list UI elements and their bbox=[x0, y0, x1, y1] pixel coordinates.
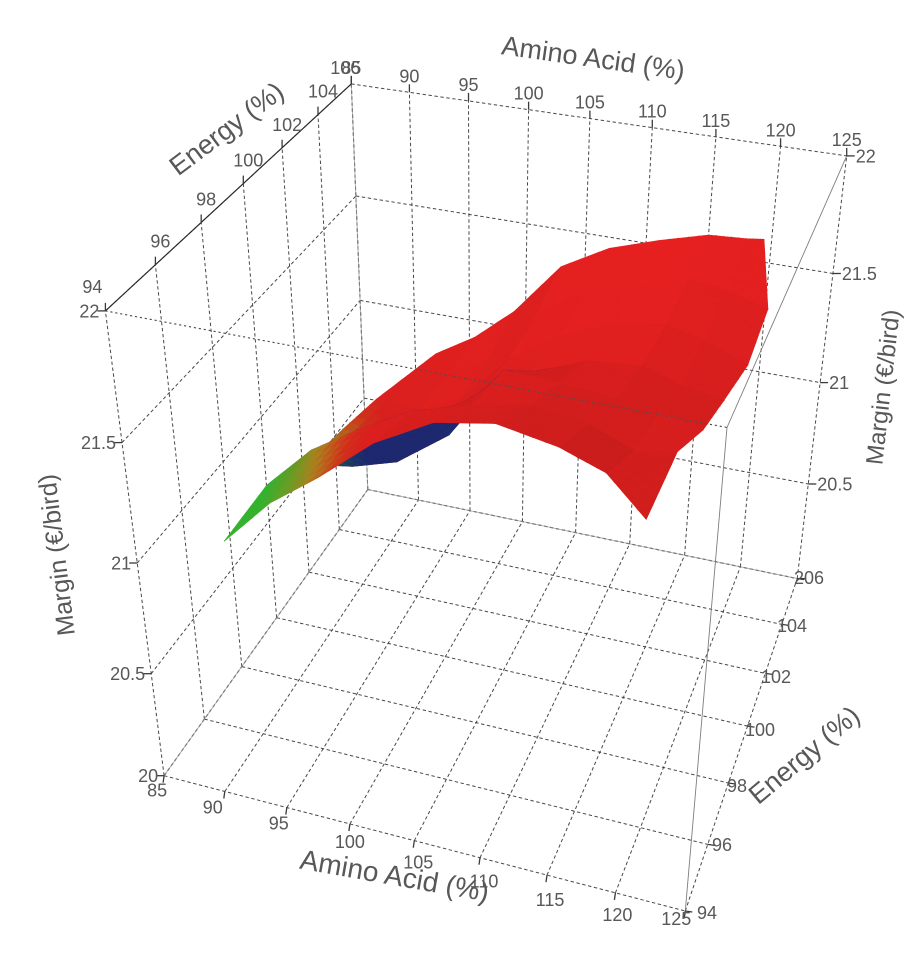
svg-text:100: 100 bbox=[745, 720, 775, 740]
svg-text:20.5: 20.5 bbox=[110, 664, 145, 684]
svg-text:100: 100 bbox=[233, 151, 263, 171]
svg-text:95: 95 bbox=[269, 814, 289, 834]
svg-text:104: 104 bbox=[308, 82, 338, 102]
svg-text:115: 115 bbox=[536, 890, 565, 910]
svg-text:22: 22 bbox=[79, 301, 99, 321]
svg-text:22: 22 bbox=[856, 146, 876, 166]
svg-text:206: 206 bbox=[794, 568, 824, 588]
svg-text:125: 125 bbox=[832, 130, 862, 150]
svg-text:98: 98 bbox=[727, 776, 747, 796]
svg-text:110: 110 bbox=[470, 872, 499, 892]
svg-text:102: 102 bbox=[761, 667, 791, 687]
svg-text:21: 21 bbox=[829, 373, 849, 393]
svg-text:110: 110 bbox=[638, 102, 667, 122]
svg-text:105: 105 bbox=[575, 93, 605, 113]
svg-text:85: 85 bbox=[341, 58, 361, 78]
svg-text:21.5: 21.5 bbox=[842, 264, 877, 284]
svg-text:20.5: 20.5 bbox=[817, 475, 852, 495]
svg-text:98: 98 bbox=[196, 190, 216, 210]
svg-text:20: 20 bbox=[138, 766, 158, 786]
svg-text:96: 96 bbox=[712, 835, 732, 855]
svg-text:96: 96 bbox=[150, 232, 170, 252]
svg-text:94: 94 bbox=[697, 903, 717, 923]
svg-text:21.5: 21.5 bbox=[81, 433, 116, 453]
svg-text:95: 95 bbox=[458, 75, 478, 95]
svg-text:90: 90 bbox=[203, 798, 223, 818]
svg-text:21: 21 bbox=[111, 554, 131, 574]
svg-text:102: 102 bbox=[272, 115, 302, 135]
svg-text:104: 104 bbox=[777, 616, 807, 636]
svg-text:120: 120 bbox=[602, 905, 632, 925]
svg-text:94: 94 bbox=[82, 277, 102, 297]
svg-text:105: 105 bbox=[403, 853, 433, 873]
svg-text:106: 106 bbox=[330, 58, 360, 78]
svg-text:115: 115 bbox=[702, 111, 731, 131]
svg-text:125: 125 bbox=[661, 909, 691, 929]
svg-text:120: 120 bbox=[766, 120, 796, 140]
svg-text:85: 85 bbox=[147, 781, 167, 801]
svg-text:100: 100 bbox=[335, 832, 365, 852]
svg-text:90: 90 bbox=[399, 66, 419, 86]
svg-text:100: 100 bbox=[514, 84, 544, 104]
